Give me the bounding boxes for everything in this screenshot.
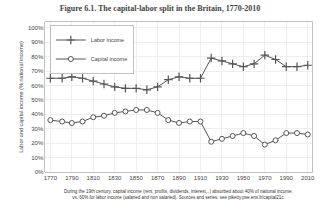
svg-text:1810: 1810 [87, 175, 101, 181]
svg-text:1790: 1790 [65, 175, 79, 181]
svg-text:Figure 6.1. The capital-labor: Figure 6.1. The capital-labor split in t… [60, 4, 261, 13]
svg-text:40%: 40% [31, 111, 44, 117]
svg-text:1870: 1870 [151, 175, 165, 181]
svg-text:1830: 1830 [108, 175, 122, 181]
svg-text:1990: 1990 [280, 175, 294, 181]
svg-text:1770: 1770 [44, 175, 58, 181]
svg-text:10%: 10% [31, 155, 44, 161]
svg-text:Labor and capital income (% na: Labor and capital income (% national inc… [18, 41, 24, 153]
svg-text:1890: 1890 [172, 175, 186, 181]
svg-text:70%: 70% [31, 68, 44, 74]
svg-text:1930: 1930 [215, 175, 229, 181]
svg-text:1850: 1850 [129, 175, 143, 181]
svg-text:1910: 1910 [194, 175, 208, 181]
svg-text:Labor income: Labor income [91, 37, 124, 43]
svg-text:50%: 50% [31, 97, 44, 103]
svg-text:Capital income: Capital income [91, 56, 127, 62]
svg-text:30%: 30% [31, 126, 44, 132]
svg-text:1970: 1970 [258, 175, 272, 181]
svg-text:During the 19th century, capit: During the 19th century, capital income … [64, 189, 293, 200]
svg-text:100%: 100% [28, 25, 44, 31]
svg-text:2010: 2010 [301, 175, 315, 181]
svg-text:90%: 90% [31, 39, 44, 45]
svg-text:80%: 80% [31, 54, 44, 60]
svg-text:60%: 60% [31, 83, 44, 89]
svg-text:0%: 0% [35, 169, 44, 175]
svg-text:20%: 20% [31, 140, 44, 146]
svg-text:1950: 1950 [237, 175, 251, 181]
